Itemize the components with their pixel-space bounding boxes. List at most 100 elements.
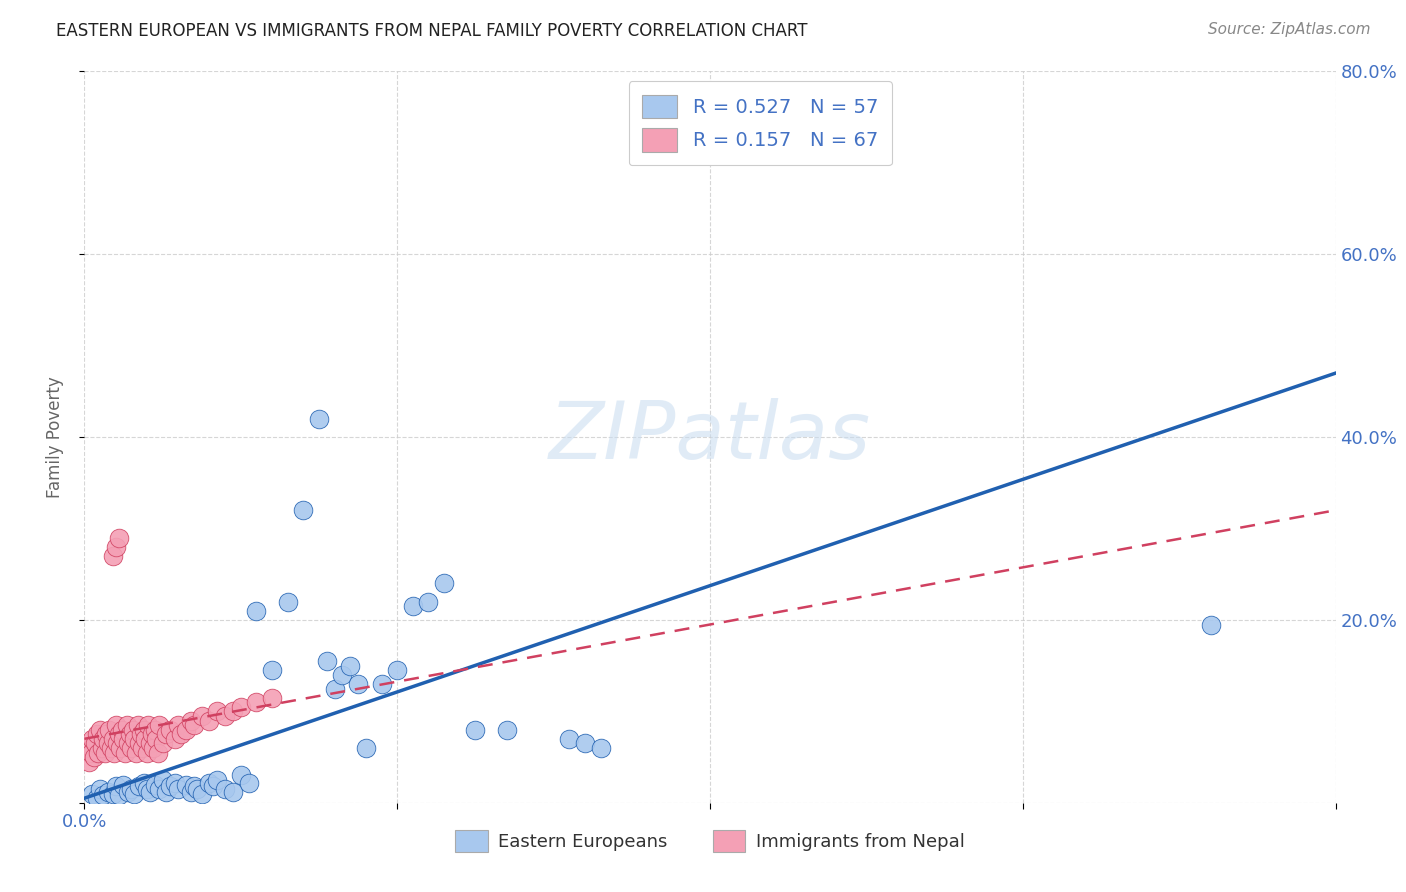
Point — [103, 746, 125, 760]
Point — [245, 695, 267, 709]
Point — [180, 785, 202, 799]
Point — [89, 723, 111, 737]
Point — [159, 780, 181, 794]
Point — [97, 785, 120, 799]
Point — [433, 576, 456, 591]
Point — [148, 718, 170, 732]
Point — [104, 780, 127, 794]
Point — [96, 727, 118, 741]
Point — [174, 723, 197, 737]
Point — [262, 663, 284, 677]
Point — [139, 785, 162, 799]
Point — [83, 750, 105, 764]
Point — [201, 780, 224, 794]
Point — [131, 740, 153, 755]
Point — [370, 677, 392, 691]
Point — [134, 731, 156, 746]
Point — [84, 736, 107, 750]
Point — [111, 723, 134, 737]
Point — [104, 540, 127, 554]
Point — [385, 663, 409, 677]
Point — [77, 755, 100, 769]
Point — [112, 778, 135, 792]
Point — [107, 789, 129, 803]
Point — [128, 780, 150, 794]
Point — [148, 782, 170, 797]
Point — [143, 778, 166, 792]
Point — [155, 727, 177, 741]
Point — [190, 787, 212, 801]
Point — [101, 731, 124, 746]
Point — [89, 782, 111, 797]
Text: Source: ZipAtlas.com: Source: ZipAtlas.com — [1208, 22, 1371, 37]
Point — [238, 775, 260, 789]
Point — [143, 723, 166, 737]
Point — [308, 412, 330, 426]
Point — [101, 549, 124, 563]
Point — [76, 740, 98, 755]
Point — [87, 746, 110, 760]
Point — [91, 731, 114, 746]
Point — [115, 718, 138, 732]
Point — [136, 746, 159, 760]
Point — [127, 718, 149, 732]
Point — [132, 775, 155, 789]
Point — [183, 718, 205, 732]
Point — [277, 594, 299, 608]
Point — [222, 785, 245, 799]
Point — [170, 727, 193, 741]
Point — [292, 503, 315, 517]
Point — [464, 723, 486, 737]
Point — [207, 705, 229, 719]
Point — [214, 709, 236, 723]
Point — [315, 654, 337, 668]
Point — [100, 740, 122, 755]
Point — [117, 785, 139, 799]
Point — [124, 787, 146, 801]
Point — [86, 727, 108, 741]
Point — [97, 736, 120, 750]
Point — [159, 723, 181, 737]
Point — [114, 746, 136, 760]
Point — [82, 731, 104, 746]
Point — [167, 718, 190, 732]
Point — [117, 736, 139, 750]
Point — [165, 731, 187, 746]
Point — [129, 727, 152, 741]
Point — [141, 727, 163, 741]
Point — [207, 772, 229, 787]
Point — [90, 740, 112, 755]
Point — [125, 746, 148, 760]
Point — [190, 709, 212, 723]
Point — [91, 789, 114, 803]
Point — [229, 768, 252, 782]
Point — [332, 667, 354, 681]
Text: ZIPatlas: ZIPatlas — [548, 398, 872, 476]
Point — [86, 791, 108, 805]
Point — [110, 740, 132, 755]
Point — [589, 740, 612, 755]
Point — [145, 731, 167, 746]
Point — [128, 736, 150, 750]
Point — [245, 604, 267, 618]
Point — [79, 746, 101, 760]
Point — [124, 731, 146, 746]
Legend: Eastern Europeans, Immigrants from Nepal: Eastern Europeans, Immigrants from Nepal — [447, 823, 973, 860]
Point — [198, 714, 221, 728]
Y-axis label: Family Poverty: Family Poverty — [45, 376, 63, 498]
Point — [104, 718, 127, 732]
Point — [112, 731, 135, 746]
Point — [558, 731, 581, 746]
Point — [93, 746, 115, 760]
Point — [121, 723, 143, 737]
Point — [262, 690, 284, 705]
Point — [186, 782, 208, 797]
Point — [198, 775, 221, 789]
Point — [98, 723, 121, 737]
Point — [120, 740, 142, 755]
Point — [183, 780, 205, 794]
Point — [82, 787, 104, 801]
Point — [167, 782, 190, 797]
Point — [152, 736, 174, 750]
Point — [107, 727, 129, 741]
